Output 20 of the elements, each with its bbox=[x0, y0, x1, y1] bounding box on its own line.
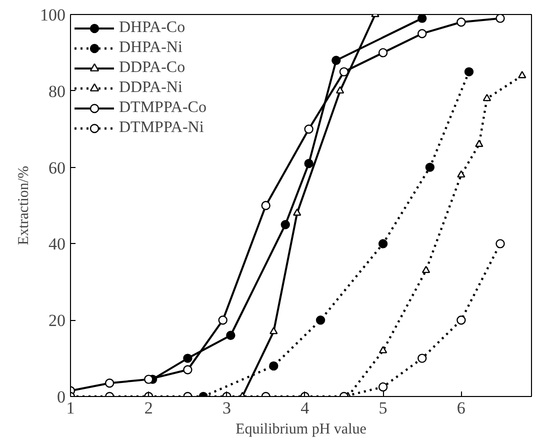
legend-label: DDPA-Co bbox=[119, 59, 186, 77]
x-axis-title: Equilibrium pH value bbox=[236, 422, 367, 438]
legend-label: DDPA-Ni bbox=[119, 79, 182, 97]
y-tick-label: 100 bbox=[40, 6, 66, 24]
x-tick-label: 2 bbox=[144, 398, 153, 418]
x-tick-label: 6 bbox=[456, 398, 466, 418]
x-tick-label: 1 bbox=[66, 398, 75, 418]
y-tick-label: 40 bbox=[48, 234, 66, 254]
y-tick-label: 0 bbox=[57, 388, 66, 406]
x-tick-label: 4 bbox=[300, 398, 310, 418]
legend-label: DHPA-Co bbox=[119, 19, 186, 37]
x-tick-label: 5 bbox=[378, 398, 388, 418]
legend-label: DTMPPA-Ni bbox=[119, 119, 204, 137]
y-tick-label: 80 bbox=[48, 82, 66, 101]
legend-label: DTMPPA-Co bbox=[119, 99, 206, 117]
x-tick-label: 3 bbox=[222, 398, 232, 418]
y-tick-label: 20 bbox=[48, 311, 66, 330]
y-tick-label: 60 bbox=[48, 158, 66, 178]
legend-label: DHPA-Ni bbox=[119, 39, 182, 57]
y-axis-title: Extraction/% bbox=[16, 166, 32, 246]
